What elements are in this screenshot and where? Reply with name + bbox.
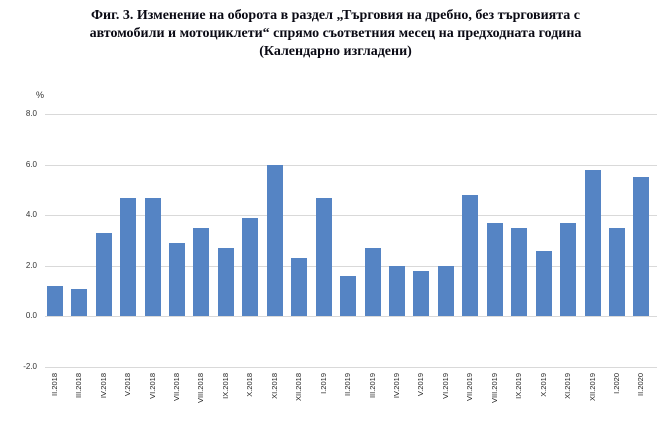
chart-title-line3: (Календарно изгладени): [259, 44, 412, 59]
x-axis-tick-label: V.2018: [123, 373, 133, 397]
x-axis-tick-label: X.2018: [245, 373, 255, 397]
x-axis-tick-label: XI.2019: [563, 373, 572, 399]
x-axis-tick-label: VII.2019: [465, 373, 475, 401]
gridline: [45, 316, 657, 318]
x-axis-tick-label: II.2019: [343, 373, 353, 396]
gridline: [45, 367, 657, 368]
x-axis-tick-label: VI.2018: [147, 373, 157, 399]
x-axis-tick-label: V.2019: [416, 373, 426, 397]
bar-IV.2019: [389, 265, 405, 317]
bar-X.2018: [242, 217, 259, 317]
x-axis-tick-label: IX.2018: [220, 373, 230, 399]
bar-III.2019: [364, 248, 381, 317]
chart-title-line2: автомобили и мотоциклети“ спрямо съответ…: [89, 26, 582, 41]
bar-XI.2018: [266, 164, 283, 317]
bar-II.2019: [340, 275, 357, 317]
bar-III.2018: [71, 288, 88, 317]
bar-IV.2018: [95, 232, 112, 317]
x-axis-tick-label: XII.2018: [294, 373, 304, 401]
x-axis-tick-label: III.2019: [367, 373, 377, 399]
x-axis-tick-label: IX.2019: [514, 373, 524, 399]
x-axis-tick-label: II.2018: [49, 373, 59, 396]
bar-V.2018: [120, 197, 137, 317]
y-axis-tick-label: 0.0: [25, 311, 37, 321]
x-axis-tick-label: IV.2019: [392, 373, 401, 399]
x-axis-tick-label: III.2018: [74, 373, 84, 399]
bar-XI.2019: [560, 222, 576, 317]
gridline: [45, 114, 657, 115]
y-axis-tick-label: 6.0: [25, 159, 37, 169]
x-axis-tick-label: II.2020: [636, 373, 646, 396]
gridline: [45, 265, 657, 267]
gridline: [45, 215, 657, 217]
bar-V.2019: [413, 270, 430, 317]
bar-VII.2018: [169, 243, 185, 317]
y-axis-tick-label: 8.0: [25, 109, 37, 118]
y-axis-tick-label: 2.0: [25, 260, 37, 270]
chart-title: Фиг. 3. Изменение на оборота в раздел „Т…: [0, 7, 671, 61]
bar-I.2020: [608, 227, 625, 317]
bar-VIII.2018: [193, 227, 210, 317]
x-axis-tick-label: VII.2018: [172, 373, 181, 401]
x-axis-tick-label: VIII.2018: [196, 373, 206, 404]
bar-XII.2019: [584, 169, 601, 317]
x-axis-tick-label: XI.2018: [269, 373, 279, 399]
y-axis-tick-label: 4.0: [25, 210, 37, 220]
x-axis-tick-label: VI.2019: [440, 373, 450, 399]
x-axis-tick-label: XII.2019: [587, 373, 597, 401]
bar-VI.2018: [144, 197, 161, 317]
bar-XII.2018: [291, 258, 308, 317]
chart-title-line1: Фиг. 3. Изменение на оборота в раздел „Т…: [90, 8, 581, 23]
x-axis-tick-label: X.2019: [538, 373, 548, 397]
bar-VI.2019: [437, 265, 454, 317]
y-axis-tick-label: -2.0: [23, 362, 37, 371]
x-axis-tick-label: I.2019: [318, 373, 328, 394]
x-axis-tick-label: I.2020: [611, 373, 621, 394]
gridline: [45, 164, 657, 166]
bar-VII.2019: [462, 195, 479, 317]
bar-II.2020: [633, 177, 650, 317]
bar-IX.2019: [511, 227, 528, 317]
y-axis-unit-label: %: [36, 90, 45, 100]
bar-IX.2018: [217, 248, 234, 317]
bar-VIII.2019: [486, 222, 503, 317]
x-axis-tick-label: IV.2018: [98, 373, 108, 399]
bar-II.2018: [46, 286, 63, 317]
bar-I.2019: [315, 197, 332, 317]
bar-X.2019: [535, 250, 552, 317]
x-axis-tick-label: VIII.2019: [489, 373, 499, 404]
